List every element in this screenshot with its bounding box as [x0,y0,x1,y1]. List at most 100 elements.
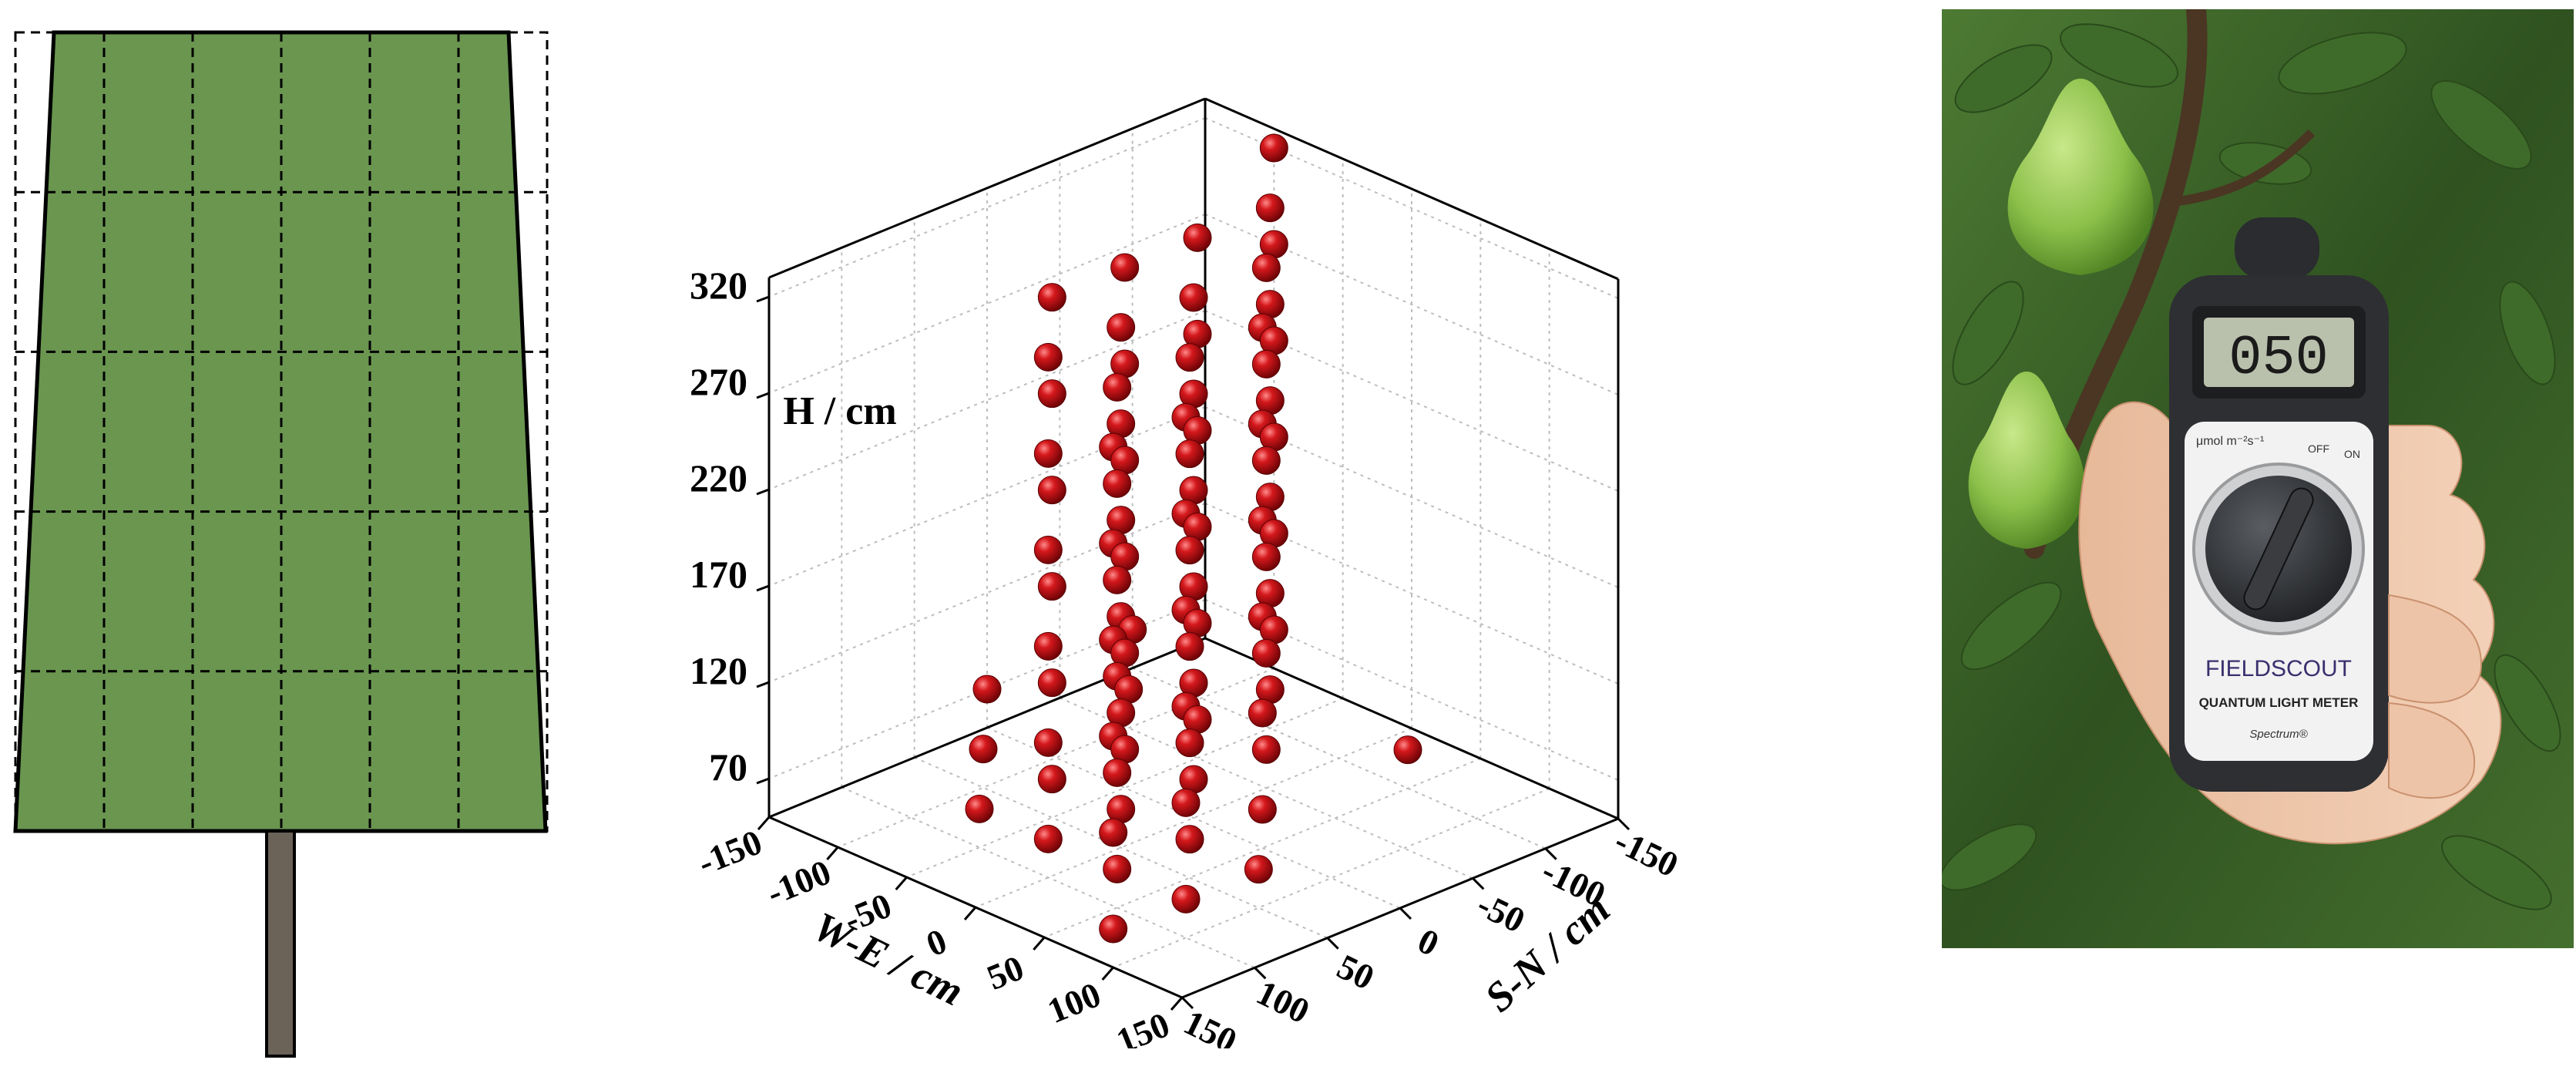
x-tick [1326,937,1339,950]
z-tick-label: 70 [709,745,747,789]
leaf [1960,581,2062,671]
z-tick [756,295,770,303]
z-tick-label: 120 [690,649,747,692]
scatter-point [1037,379,1066,409]
scatter-point [969,735,998,764]
scatter-3d-chart: 70120170220270320-150-100-50050100150-15… [690,97,1684,1048]
x-tick-label: 150 [1178,1002,1243,1048]
scatter-point [1175,825,1204,854]
floor-gridline [1113,788,1550,968]
scatter-point [965,794,994,823]
scatter-point [1103,854,1132,883]
z-axis-label: H / cm [783,389,896,433]
chart-points [965,133,1422,944]
scatter-point [1175,632,1204,661]
x-tick [1399,907,1412,920]
y-tick-label: 50 [982,947,1029,998]
floor-right-edge [1204,637,1619,820]
scatter-point [1255,193,1285,223]
scatter-point [1175,343,1204,372]
tree-trunk [265,829,296,1058]
x-tick-label: -50 [1471,884,1530,940]
z-tick [756,584,770,592]
scatter-point [1033,439,1063,468]
scatter-point [1099,914,1128,944]
floor-gridline [914,756,1328,939]
leaf [1954,44,2053,113]
scatter-point [1248,795,1277,824]
finger [2388,701,2476,799]
x-tick-label: 0 [1412,920,1445,964]
tree-twig [2172,129,2316,207]
leaf [2499,281,2556,385]
meter-maker: Spectrum® [2249,728,2308,741]
x-tick-label: -150 [1609,821,1684,885]
wall-gridline [768,406,1206,587]
scatter-point [1244,855,1273,884]
z-tick [756,488,770,496]
y-tick-label: -150 [693,822,767,883]
y-tick-label: -100 [761,852,836,913]
z-tick [756,681,770,688]
leaf [2494,654,2561,752]
z-tick [756,777,770,785]
canopy-grid-lines [15,32,547,831]
scatter-point [1037,283,1066,312]
scatter-point [1251,253,1281,282]
scatter-point [1099,818,1128,847]
z-tick-label: 220 [690,456,747,500]
meter-brand: FIELDSCOUT [2205,656,2352,681]
scatter-point [1033,824,1063,853]
meter-lcd [2204,318,2354,387]
scatter-point [1103,565,1132,594]
leaf [2278,32,2407,95]
pear [2007,79,2154,275]
leaf [1952,281,2024,385]
scatter-point [1251,542,1281,571]
leaves [1942,23,2561,910]
scatter-point [1171,884,1201,913]
scatter-point [1103,469,1132,498]
meter-on-label: ON [2344,448,2360,460]
x-tick [1472,877,1485,890]
scatter-point [1033,728,1063,757]
scatter-point [1103,758,1132,787]
meter-unit-label: μmol m⁻²s⁻¹ [2196,435,2264,448]
scatter-point [1175,439,1204,469]
wall-gridline [1204,214,1619,395]
x-tick [1254,967,1267,980]
wall-gridline [1204,310,1619,492]
top-right-edge [1204,97,1619,281]
scatter-point [1037,476,1066,505]
floor-gridline [986,727,1401,909]
scatter-point [1037,765,1066,794]
z-tick [756,392,770,399]
meter-cap [2235,217,2319,279]
z-tick-label: 170 [690,553,747,596]
scatter-point [1183,223,1212,252]
y-tick [826,846,839,860]
x-tick-label: 100 [1251,972,1315,1031]
scatter-point [1179,283,1208,312]
y-tick [1170,997,1184,1011]
scatter-point [1251,349,1281,379]
floor-gridline [1043,758,1481,938]
x-tick [1181,996,1194,1010]
scatter-point [1107,313,1136,342]
wall-gridline [1204,406,1619,588]
scatter-point [1248,698,1277,728]
y-tick [1101,967,1114,981]
scatter-point [1393,735,1422,765]
scatter-point [1033,631,1063,661]
wall-gridline [768,310,1206,490]
scatter-point [1037,668,1066,698]
floor-left-edge [768,637,1206,819]
wall-gridline [1204,117,1619,299]
wall-gridline [1204,599,1619,781]
canopy-grid-diagram [13,30,549,1058]
thumb [2388,594,2483,704]
wall-gridline [768,117,1206,298]
wall-gridline [1204,503,1619,685]
scatter-point [1251,446,1281,475]
z-tick-label: 320 [690,264,747,307]
